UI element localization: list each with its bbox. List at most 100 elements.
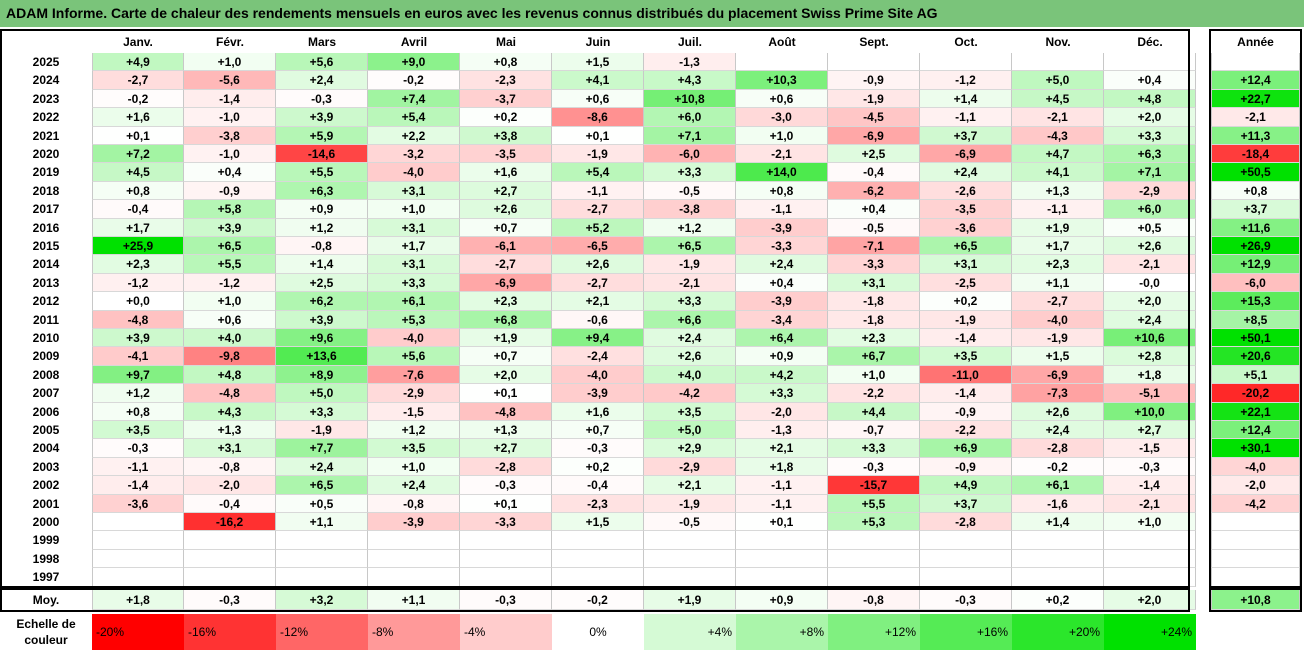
- color-scale-stop: +20%: [1012, 614, 1104, 650]
- heatmap-cell: -1,9: [276, 421, 368, 440]
- heatmap-cell: -2,9: [644, 457, 736, 477]
- heatmap-cell: +1,6: [92, 108, 184, 127]
- heatmap-cell: -2,9: [1104, 181, 1196, 201]
- year-label: 2017: [32, 202, 60, 217]
- heatmap-cell: +0,6: [552, 89, 644, 109]
- heatmap-cell: +7,4: [368, 89, 460, 109]
- heatmap-cell: -7,6: [368, 365, 460, 385]
- heatmap-cell: +2,0: [460, 365, 552, 385]
- heatmap-cell: [92, 568, 184, 587]
- heatmap-cell: +2,4: [368, 476, 460, 495]
- heatmap-cell: [828, 568, 920, 587]
- heatmap-cell: +6,4: [736, 329, 828, 348]
- heatmap-cell: +2,1: [552, 292, 644, 311]
- heatmap-cell: -3,9: [552, 384, 644, 403]
- heatmap-cell: +3,5: [368, 439, 460, 458]
- annual-cell: [1211, 513, 1300, 532]
- heatmap-cell: -3,3: [736, 237, 828, 256]
- heatmap-cell: -0,3: [1104, 457, 1196, 477]
- heatmap-cell: -3,8: [644, 200, 736, 219]
- column-header: Juin: [585, 35, 611, 49]
- heatmap-cell: -3,3: [460, 513, 552, 532]
- heatmap-cell: -6,9: [920, 145, 1012, 164]
- heatmap-cell: +0,4: [184, 163, 276, 182]
- year-label: 2016: [32, 220, 60, 235]
- heatmap-cell: -1,4: [92, 476, 184, 495]
- heatmap-cell: [828, 549, 920, 569]
- color-scale-stop: -20%: [92, 614, 184, 650]
- heatmap-cell: -3,0: [736, 108, 828, 127]
- heatmap-cell: +5,0: [644, 421, 736, 440]
- heatmap-cell: -0,5: [644, 513, 736, 532]
- heatmap-cell: +7,1: [1104, 163, 1196, 182]
- heatmap-cell: -1,2: [92, 273, 184, 293]
- heatmap-cell: +3,5: [644, 402, 736, 421]
- heatmap-cell: +5,6: [276, 53, 368, 72]
- heatmap-cell: [460, 549, 552, 569]
- heatmap-cell: -2,8: [460, 457, 552, 477]
- heatmap-cell: [736, 53, 828, 72]
- heatmap-cell: +2,4: [736, 255, 828, 274]
- column-header: Avril: [400, 35, 428, 49]
- heatmap-cell: -0,7: [828, 421, 920, 440]
- heatmap-cell: -0,2: [1012, 457, 1104, 477]
- annual-cell: -2,1: [1211, 108, 1300, 127]
- heatmap-cell: +5,3: [368, 310, 460, 329]
- heatmap-cell: +0,2: [920, 292, 1012, 311]
- average-annual-cell: +10,8: [1211, 589, 1300, 610]
- heatmap-cell: +2,4: [276, 71, 368, 90]
- heatmap-cell: [644, 549, 736, 569]
- heatmap-cell: +1,5: [552, 513, 644, 532]
- heatmap-cell: -4,0: [1012, 310, 1104, 329]
- color-scale-stop: +4%: [644, 614, 736, 650]
- heatmap-cell: +4,0: [644, 365, 736, 385]
- heatmap-cell: +5,5: [828, 494, 920, 513]
- heatmap-cell: -1,0: [184, 108, 276, 127]
- heatmap-cell: -0,3: [552, 439, 644, 458]
- heatmap-cell: [460, 568, 552, 587]
- heatmap-cell: [1104, 531, 1196, 550]
- annual-cell: +30,1: [1211, 439, 1300, 458]
- heatmap-cell: +1,5: [1012, 347, 1104, 366]
- year-label: 2000: [32, 515, 60, 529]
- heatmap-cell: +0,1: [460, 384, 552, 403]
- year-label: 2011: [32, 312, 60, 327]
- heatmap-cell: -2,1: [736, 145, 828, 164]
- year-label: 2014: [32, 257, 60, 272]
- heatmap-cell: +0,4: [736, 273, 828, 293]
- heatmap-cell: +0,8: [92, 402, 184, 421]
- heatmap-cell: -2,9: [368, 384, 460, 403]
- heatmap-cell: +2,7: [1104, 421, 1196, 440]
- heatmap-cell: +4,4: [828, 402, 920, 421]
- heatmap-cell: -4,0: [368, 329, 460, 348]
- heatmap-cell: -1,4: [920, 329, 1012, 348]
- annual-cell: +11,3: [1211, 126, 1300, 145]
- column-header: Déc.: [1137, 35, 1163, 49]
- heatmap-cell: -0,3: [828, 457, 920, 477]
- heatmap-cell: +4,0: [184, 329, 276, 348]
- heatmap-cell: +2,6: [460, 200, 552, 219]
- heatmap-cell: -1,1: [736, 200, 828, 219]
- heatmap-cell: -3,8: [184, 126, 276, 145]
- heatmap-cell: +4,5: [1012, 89, 1104, 109]
- average-cell: -0,2: [552, 589, 644, 610]
- heatmap-cell: -7,1: [828, 237, 920, 256]
- heatmap-cell: +3,5: [92, 421, 184, 440]
- heatmap-cell: -1,1: [92, 457, 184, 477]
- heatmap-cell: -1,9: [644, 255, 736, 274]
- heatmap-cell: -2,7: [92, 71, 184, 90]
- heatmap-cell: +6,3: [1104, 145, 1196, 164]
- heatmap-cell: -7,3: [1012, 384, 1104, 403]
- heatmap-cell: -1,3: [736, 421, 828, 440]
- heatmap-cell: +4,1: [1012, 163, 1104, 182]
- heatmap-cell: +6,1: [368, 292, 460, 311]
- heatmap-cell: -0,9: [828, 71, 920, 90]
- heatmap-cell: +3,1: [184, 439, 276, 458]
- heatmap-cell: -2,7: [552, 200, 644, 219]
- annual-cell: +12,4: [1211, 421, 1300, 440]
- heatmap-cell: +6,5: [920, 237, 1012, 256]
- heatmap-cell: +1,4: [1012, 513, 1104, 532]
- heatmap-cell: -0,8: [368, 494, 460, 513]
- column-header: Mars: [307, 35, 336, 49]
- heatmap-cell: +2,4: [276, 457, 368, 477]
